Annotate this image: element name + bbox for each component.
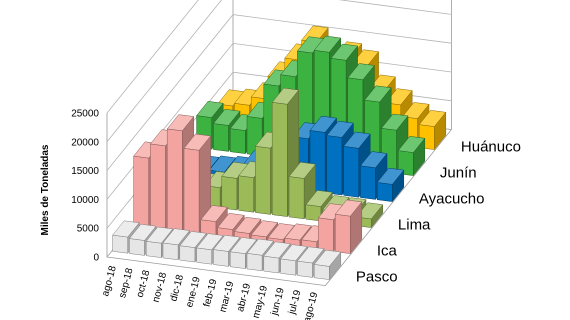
bar [200,205,228,237]
x-tick-label: jun-19 [269,286,287,317]
x-tick-label: feb-19 [202,277,220,308]
x-tick-label: mar-19 [218,280,237,314]
x-tick-label: dic-18 [168,273,186,303]
series-axis-label: Lima [398,217,431,234]
y-tick-label: 20000 [71,137,99,148]
series-axis-label: Pasco [356,269,398,286]
y-tick-label: 0 [93,253,99,264]
series-Ica [133,114,363,255]
bar [397,136,426,177]
series-axis-label: Ica [377,243,398,260]
y-axis-ticks: 0 5000 10000 15000 20000 25000 [71,109,99,264]
bar [376,167,405,203]
series-Pasco [112,220,342,281]
x-tick-label: ene-19 [184,275,203,308]
x-tick-label: may-19 [251,284,270,319]
x-tick-label: nov-18 [151,271,170,304]
bar [183,133,212,235]
x-tick-label: ago-19 [302,291,321,320]
y-tick-label: 10000 [71,195,99,206]
y-tick-label: 25000 [71,109,99,120]
x-tick-label: sep-18 [117,266,136,299]
y-axis-label: Miles de Toneladas [40,144,51,235]
series-axis-label: Huánuco [461,139,521,156]
bar [334,199,363,255]
x-tick-label: ago-18 [100,264,119,297]
bar [313,249,342,281]
bar [305,190,333,222]
series-axis-label: Ayacucho [419,191,485,208]
y-tick-label: 15000 [71,166,99,177]
series-axis-label: Junín [440,165,477,182]
bar [359,151,388,201]
x-tick-label: jul-19 [286,288,303,316]
x-tick-label: abr-19 [235,282,253,313]
x-tick-label: oct-18 [135,269,153,299]
bars [112,25,447,281]
y-tick-label: 5000 [77,224,100,235]
